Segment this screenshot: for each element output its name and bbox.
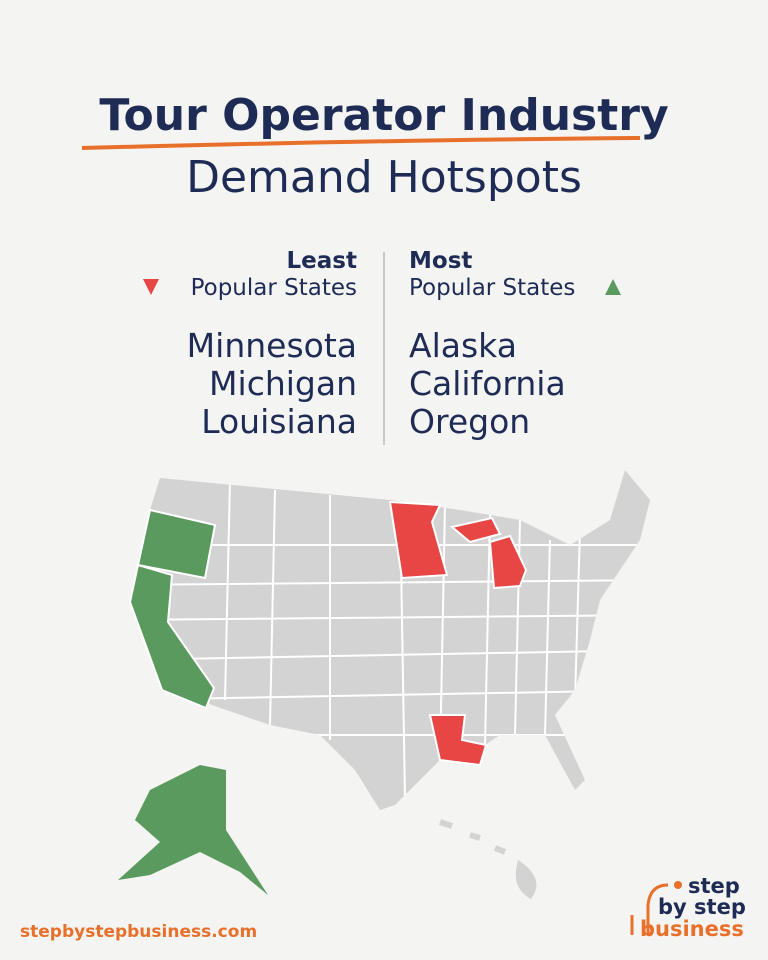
logo-text: business bbox=[640, 917, 744, 941]
michigan-upper bbox=[449, 516, 502, 544]
subtitle: Demand Hotspots bbox=[186, 152, 582, 203]
title: Tour Operator Industry bbox=[99, 90, 668, 141]
oregon bbox=[136, 508, 217, 580]
most-subheading: Popular States bbox=[409, 275, 575, 301]
louisiana bbox=[428, 714, 488, 767]
least-subheading: Popular States bbox=[191, 275, 357, 301]
most-state: Oregon bbox=[409, 402, 530, 441]
alaska bbox=[118, 765, 268, 895]
us-map bbox=[118, 470, 650, 900]
title-underline bbox=[81, 136, 641, 150]
least-state: Michigan bbox=[209, 364, 357, 403]
hawaii bbox=[439, 819, 537, 900]
logo: step by step business bbox=[630, 874, 746, 941]
least-state: Louisiana bbox=[201, 402, 357, 441]
logo-text: step bbox=[688, 874, 740, 898]
michigan-lower bbox=[488, 534, 528, 590]
logo-steps bbox=[630, 883, 669, 935]
least-state: Minnesota bbox=[187, 326, 357, 365]
logo-dot bbox=[674, 881, 682, 889]
least-heading: Least bbox=[287, 248, 357, 274]
logo-text: by step bbox=[658, 895, 746, 919]
most-heading: Most bbox=[409, 248, 472, 274]
state-borders bbox=[130, 479, 650, 801]
minnesota bbox=[388, 500, 449, 580]
up-triangle bbox=[605, 279, 621, 295]
most-state: Alaska bbox=[409, 326, 517, 365]
footer-url: stepbystepbusiness.com bbox=[20, 922, 257, 942]
most-state: California bbox=[409, 364, 566, 403]
down-triangle bbox=[143, 279, 159, 295]
california bbox=[128, 563, 216, 710]
